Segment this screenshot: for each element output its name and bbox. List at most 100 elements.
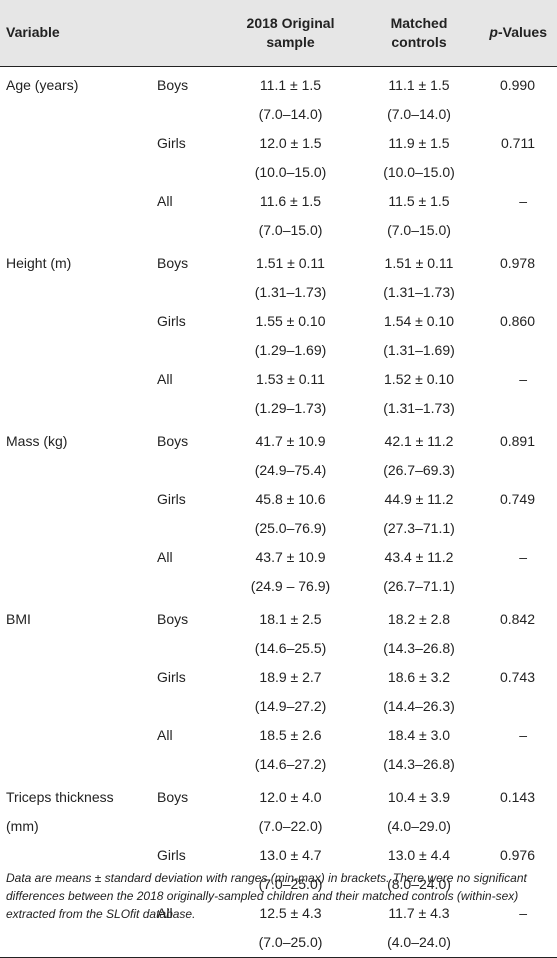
table-row: All 12.5 ± 4.3 11.7 ± 4.3 – (0, 899, 557, 928)
p-value-cell-empty (480, 928, 557, 957)
matched-range-cell: (10.0–15.0) (383, 164, 455, 180)
original-range-cell: (1.29–1.69) (254, 342, 327, 358)
matched-range-cell: (26.7–71.1) (383, 578, 455, 594)
variable-cell (0, 365, 153, 394)
variable-cell: Triceps thickness (6, 789, 114, 805)
table-row: Girls 1.55 ± 0.10 1.54 ± 0.10 0.860 (0, 307, 557, 336)
original-range-cell: (7.0–15.0) (258, 222, 323, 238)
variable-cell (0, 663, 153, 692)
variable-cell (0, 543, 153, 572)
table-row-range: (1.29–1.73) (1.31–1.73) (0, 394, 557, 423)
original-range-cell: (7.0–25.0) (258, 934, 323, 950)
table-row-range: (24.9 – 76.9) (26.7–71.1) (0, 572, 557, 601)
matched-mean-cell: 43.4 ± 11.2 (384, 549, 454, 565)
p-value-cell: 0.990 (499, 77, 535, 93)
original-mean-cell: 43.7 ± 10.9 (255, 549, 326, 565)
matched-range-cell: (4.0–24.0) (387, 934, 451, 950)
matched-range-cell: (8.0–24.0) (387, 876, 451, 892)
p-value-cell-empty (480, 514, 557, 543)
variable-cell-continued (0, 158, 153, 187)
table-row: Girls 13.0 ± 4.7 13.0 ± 4.4 0.976 (0, 841, 557, 870)
variable-cell-continued (0, 750, 153, 779)
matched-range-cell: (7.0–14.0) (387, 106, 451, 122)
matched-mean-cell: 10.4 ± 3.9 (387, 789, 451, 805)
p-value-cell-empty (480, 394, 557, 423)
table-row: All 18.5 ± 2.6 18.4 ± 3.0 – (0, 721, 557, 750)
p-value-cell: – (519, 905, 527, 921)
table-bottom-rule (0, 956, 557, 958)
table-footnote: Data are means ± standard deviation with… (6, 871, 527, 921)
matched-range-cell: (1.31–1.73) (383, 284, 455, 300)
p-value-cell-empty (480, 812, 557, 841)
table-row-range: (1.29–1.69) (1.31–1.69) (0, 336, 557, 365)
sex-cell-empty (153, 692, 223, 721)
variable-cell: Age (years) (6, 77, 79, 93)
matched-range-cell: (26.7–69.3) (383, 462, 455, 478)
original-range-cell: (7.0–14.0) (258, 106, 323, 122)
sex-cell: Boys (157, 611, 189, 627)
variable-cell-continued: (mm) (6, 818, 39, 834)
variable-cell (0, 187, 153, 216)
table-row: Age (years) Boys 11.1 ± 1.5 11.1 ± 1.5 0.990 (0, 66, 557, 100)
table-row: Height (m) Boys 1.51 ± 0.11 1.51 ± 0.11 0.97… (0, 245, 557, 278)
variable-cell-continued (0, 634, 153, 663)
original-range-cell: (10.0–15.0) (254, 164, 327, 180)
original-range-cell: (1.31–1.73) (254, 284, 327, 300)
original-range-cell: (7.0–22.0) (258, 818, 323, 834)
sex-cell: Boys (157, 77, 189, 93)
sex-cell-empty (153, 514, 223, 543)
table-row: Girls 18.9 ± 2.7 18.6 ± 3.2 0.743 (0, 663, 557, 692)
sex-cell: Girls (157, 313, 186, 329)
sex-cell-empty (153, 336, 223, 365)
variable-cell: BMI (6, 611, 31, 627)
original-mean-cell: 18.1 ± 2.5 (259, 611, 322, 627)
table-row: BMI Boys 18.1 ± 2.5 18.2 ± 2.8 0.842 (0, 601, 557, 634)
original-mean-cell: 13.0 ± 4.7 (259, 847, 322, 863)
original-mean-cell: 18.9 ± 2.7 (259, 669, 322, 685)
sex-cell: Girls (157, 847, 186, 863)
original-range-cell: (25.0–76.9) (254, 520, 327, 536)
p-value-cell: 0.842 (499, 611, 535, 627)
table-row: All 43.7 ± 10.9 43.4 ± 11.2 – (0, 543, 557, 572)
variable-cell-continued (0, 278, 153, 307)
original-mean-cell: 11.6 ± 1.5 (259, 193, 322, 209)
sex-cell-empty (153, 928, 223, 957)
matched-mean-cell: 11.9 ± 1.5 (388, 135, 450, 151)
sex-cell-empty (153, 456, 223, 485)
matched-mean-cell: 11.5 ± 1.5 (388, 193, 450, 209)
original-range-cell: (7.0–25.0) (258, 876, 323, 892)
table-row-range: (1.31–1.73) (1.31–1.73) (0, 278, 557, 307)
sex-cell: Girls (157, 669, 186, 685)
sex-cell: All (157, 193, 173, 209)
variable-cell-continued (0, 928, 153, 957)
table-row-range: (10.0–15.0) (10.0–15.0) (0, 158, 557, 187)
variable-cell-continued (0, 100, 153, 129)
matched-range-cell: (4.0–29.0) (387, 818, 451, 834)
table-row: Triceps thickness Boys 12.0 ± 4.0 10.4 ± 3.… (0, 779, 557, 812)
original-range-cell: (14.6–27.2) (254, 756, 327, 772)
header-p-values: p-Values (489, 24, 547, 41)
matched-range-cell: (14.3–26.8) (383, 640, 455, 656)
p-value-cell-empty (480, 750, 557, 779)
table-header-row: Variable 2018 Original sample Matched cont… (0, 0, 557, 66)
p-value-cell: 0.711 (501, 135, 535, 151)
p-value-cell-empty (480, 158, 557, 187)
sex-cell-empty (153, 100, 223, 129)
table-row: Girls 45.8 ± 10.6 44.9 ± 11.2 0.749 (0, 485, 557, 514)
variable-cell-continued (0, 216, 153, 245)
table-row: Mass (kg) Boys 41.7 ± 10.9 42.1 ± 11.2 0.891 (0, 423, 557, 456)
p-value-cell: 0.749 (499, 491, 535, 507)
sex-cell-empty (153, 572, 223, 601)
p-value-cell-empty (480, 456, 557, 485)
sex-cell-empty (153, 394, 223, 423)
header-variable: Variable (6, 24, 60, 41)
original-mean-cell: 12.5 ± 4.3 (259, 905, 322, 921)
p-value-cell-empty (480, 634, 557, 663)
original-mean-cell: 1.51 ± 0.11 (256, 255, 325, 271)
sex-cell: Boys (157, 789, 189, 805)
p-value-cell-empty (480, 336, 557, 365)
variable-cell (0, 129, 153, 158)
variable-cell-continued (0, 394, 153, 423)
